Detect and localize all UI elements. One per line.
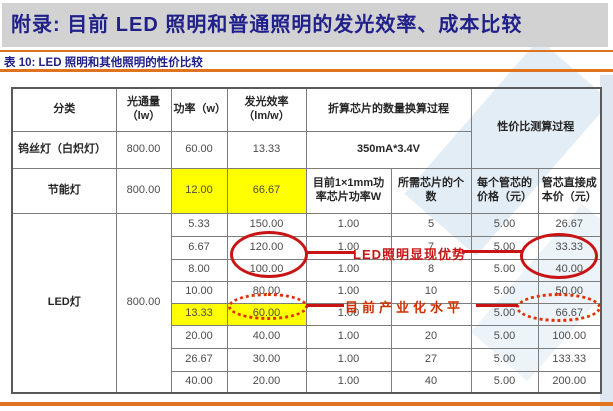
cell-led-chip-power: 1.00 [305, 280, 392, 304]
cell-led-cost: 26.67 [537, 212, 602, 237]
row-label-cfl: 节能灯 [11, 167, 117, 214]
table-row: 40.00 20.00 1.00 40 5.00 200.00 [12, 370, 602, 394]
cell-led-chip-power: 1.00 [305, 347, 392, 372]
annotation-advantage-label: LED照明显现优势 [353, 247, 467, 262]
cell-led-chips: 40 [390, 370, 472, 394]
cell-led-efficiency: 20.00 [226, 370, 307, 394]
header-chip-count: 所需芯片的个数 [390, 167, 472, 214]
cell-led-chips: 7 [390, 235, 472, 260]
highlight-ellipse-industrial-cost [516, 293, 601, 322]
cell-led-power: 26.67 [170, 347, 228, 372]
cell-led-power: 20.00 [170, 324, 228, 349]
cell-led-cost: 133.33 [537, 347, 602, 372]
highlight-ellipse-industrial-efficiency [228, 293, 308, 320]
highlight-ellipse-cost [520, 233, 598, 279]
cell-led-power: 40.00 [170, 370, 228, 394]
cell-led-power: 8.00 [170, 258, 228, 282]
header-power: 功率（w） [170, 87, 228, 132]
header-flux: 光通量（lw） [115, 87, 172, 132]
cell-led-flux: 800.00 [115, 212, 172, 394]
watermark-strip [600, 75, 613, 411]
cell-led-cost: 100.00 [537, 324, 602, 349]
annotation-connector [462, 250, 522, 253]
cell-led-chip-power: 1.00 [305, 212, 392, 237]
cell-cfl-flux: 800.00 [115, 167, 172, 214]
cell-led-die-price: 5.00 [470, 212, 539, 237]
page-title: 附录: 目前 LED 照明和普通照明的发光效率、成本比较 [2, 3, 608, 47]
cell-cfl-power: 12.00 [170, 167, 228, 214]
header-die-price: 每个管芯的价格（元） [470, 167, 539, 214]
cell-led-chip-power: 1.00 [305, 324, 392, 349]
cell-led-chips: 20 [390, 324, 472, 349]
annotation-connector [306, 304, 344, 307]
cell-led-cost: 200.00 [537, 370, 602, 394]
table-row: 钨丝灯（白炽灯） 800.00 60.00 13.33 350mA*3.4V [11, 130, 601, 169]
header-efficiency: 发光效率（lm/w） [226, 87, 307, 132]
cell-led-die-price: 5.00 [470, 347, 539, 372]
annotation-connector [306, 251, 354, 254]
header-die-cost: 管芯直接成本价（元） [537, 167, 602, 214]
cell-led-power: 6.67 [170, 235, 228, 260]
cell-led-chip-power: 1.00 [305, 370, 392, 394]
annotation-connector [476, 304, 518, 307]
row-label-led: LED灯 [11, 212, 117, 394]
header-chip-conversion: 折算芯片的数量换算过程 [305, 87, 472, 132]
annotation-industrial-label: 目前产业化水平 [345, 300, 465, 315]
row-label-tungsten: 钨丝灯（白炽灯） [11, 130, 117, 169]
bottom-rule [0, 402, 613, 406]
table-row: 节能灯 800.00 12.00 66.67 目前1×1mm功率芯片功率W 所需… [11, 167, 602, 214]
cell-led-efficiency: 40.00 [226, 324, 307, 349]
table-caption: 表 10: LED 照明和其他照明的性价比较 [4, 57, 203, 69]
highlight-ellipse-efficiency [230, 231, 308, 278]
cell-led-power: 13.33 [170, 302, 228, 326]
cell-led-power: 10.00 [170, 280, 228, 304]
cell-led-power: 5.33 [170, 212, 228, 237]
table-row: LED灯 800.00 5.33 150.00 1.00 5 5.00 26.6… [11, 212, 602, 394]
cell-tungsten-flux: 800.00 [115, 130, 172, 169]
cell-tungsten-power: 60.00 [170, 130, 228, 169]
header-chip-power: 目前1×1mm功率芯片功率W [305, 167, 392, 214]
header-category: 分类 [11, 87, 117, 132]
cell-led-chips: 27 [390, 347, 472, 372]
cell-led-efficiency: 30.00 [226, 347, 307, 372]
cell-tungsten-efficiency: 13.33 [226, 130, 307, 169]
cell-led-chips: 5 [390, 212, 472, 237]
cell-cfl-efficiency: 66.67 [226, 167, 307, 214]
header-chip-spec: 350mA*3.4V [305, 130, 472, 169]
table-row: 26.67 30.00 1.00 27 5.00 133.33 [12, 347, 602, 372]
divider-line [0, 50, 613, 52]
cell-led-die-price: 5.00 [470, 370, 539, 394]
table-header-row: 分类 光通量（lw） 功率（w） 发光效率（lm/w） 折算芯片的数量换算过程 … [11, 87, 602, 169]
cell-led-die-price: 5.00 [470, 324, 539, 349]
comparison-table: 分类 光通量（lw） 功率（w） 发光效率（lm/w） 折算芯片的数量换算过程 … [11, 87, 602, 394]
divider-line [0, 69, 613, 72]
header-cost-calc: 性价比测算过程 [470, 87, 602, 169]
